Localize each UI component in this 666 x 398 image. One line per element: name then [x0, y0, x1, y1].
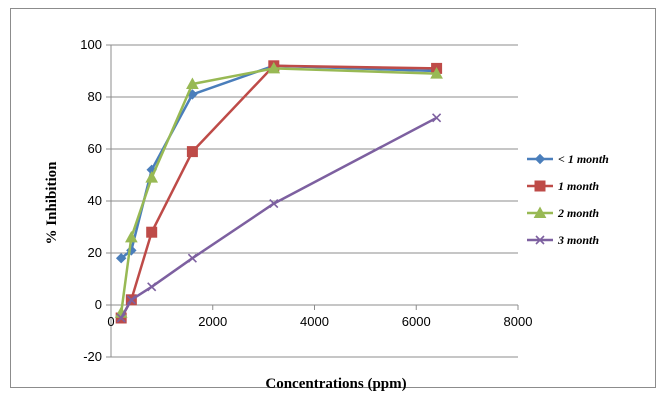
tick-labels: 0 2000 4000 6000 8000 -20 0 20 40 60 80 100 [80, 37, 532, 364]
data-point-s3-p5 [267, 61, 281, 74]
x-axis-title: Concentrations (ppm) [265, 376, 406, 392]
legend-swatch-marker-3 [533, 206, 547, 218]
y-tick-label-100: 100 [80, 37, 102, 52]
legend: < 1 month 1 month 2 month 3 month [527, 152, 609, 247]
axes [106, 44, 519, 358]
series-line-2 [120, 64, 437, 319]
data-point-s2-p3 [146, 226, 158, 238]
legend-entry-2: 1 month [527, 179, 599, 193]
legend-entry-3: 2 month [527, 206, 599, 220]
data-point-s1-p1 [115, 252, 127, 264]
data-point-s4-p3 [147, 282, 157, 292]
series-line-1 [120, 64, 437, 260]
data-point-s4-p4-stroke-b [187, 253, 197, 263]
y-tick-label-40: 40 [88, 193, 102, 208]
data-point-s4-p3-stroke-b [147, 282, 157, 292]
legend-swatch-marker-2 [534, 180, 546, 192]
data-point-s4-p6 [432, 113, 442, 123]
y-tick-label-80: 80 [88, 89, 102, 104]
data-point-s3-p2 [125, 230, 138, 243]
x-tick-label-8000: 8000 [504, 314, 533, 329]
data-point-s3-p6 [430, 67, 443, 79]
x-tick-label-2000: 2000 [198, 314, 227, 329]
y-axis-title: % Inhibition [44, 161, 60, 245]
data-point-s4-p2-stroke-b [126, 295, 136, 305]
legend-entry-4: 3 month [527, 233, 599, 247]
y-tick-label-20: 20 [88, 245, 102, 260]
series-4 [116, 113, 442, 323]
x-tick-label-6000: 6000 [402, 314, 431, 329]
y-tick-label-0: 0 [95, 297, 102, 312]
series-line-3 [119, 67, 437, 313]
data-point-s4-p4 [187, 253, 197, 263]
data-point-s4-p5 [269, 199, 279, 209]
data-point-s2-p4 [186, 146, 198, 158]
legend-swatch-marker-4-stroke-b [535, 235, 545, 245]
legend-label-1: < 1 month [558, 152, 609, 166]
data-point-s3-p4 [186, 77, 199, 89]
data-point-s4-p2 [126, 295, 136, 305]
data-point-s3-p3 [145, 171, 159, 183]
series-group [114, 60, 443, 324]
series-2 [115, 60, 443, 324]
data-point-s4-p5-stroke-b [269, 199, 279, 209]
x-tick-label-4000: 4000 [300, 314, 329, 329]
series-1 [115, 60, 442, 264]
legend-swatch-marker-1 [534, 153, 546, 165]
legend-swatch-marker-4 [535, 235, 545, 245]
data-point-s4-p1 [116, 313, 126, 323]
x-tick-label-0: 0 [107, 314, 114, 329]
gridlines [111, 44, 518, 358]
legend-label-3: 2 month [557, 206, 599, 220]
legend-entry-1: < 1 month [527, 152, 609, 166]
legend-label-4: 3 month [557, 233, 599, 247]
legend-label-2: 1 month [558, 179, 599, 193]
data-point-s4-p1-stroke-b [116, 313, 126, 323]
y-tick-label-60: 60 [88, 141, 102, 156]
series-3 [114, 61, 443, 318]
y-tick-label--20: -20 [83, 349, 102, 364]
data-point-s4-p6-stroke-b [432, 113, 442, 123]
series-line-4 [120, 116, 438, 319]
